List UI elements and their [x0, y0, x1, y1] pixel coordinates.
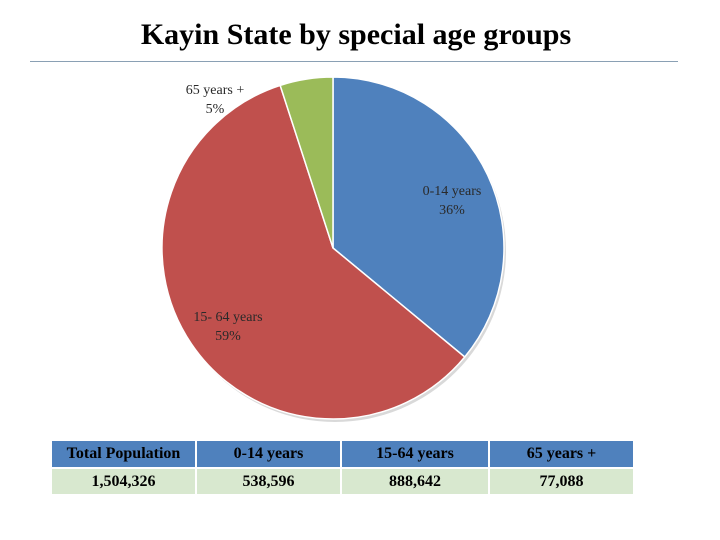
table-row: 1,504,326 538,596 888,642 77,088	[52, 469, 633, 494]
title-divider	[30, 61, 678, 62]
chart-title: Kayin State by special age groups	[140, 18, 572, 51]
population-table: Total Population 0-14 years 15-64 years …	[50, 439, 635, 496]
table-cell-15-64: 888,642	[342, 469, 488, 494]
table-cell-0-14: 538,596	[197, 469, 340, 494]
table-cell-65-plus: 77,088	[490, 469, 633, 494]
pie-slice-15-64	[161, 84, 466, 420]
pie-label-15-64: 15- 64 years 59%	[193, 310, 262, 344]
table-cell-total: 1,504,326	[52, 469, 195, 494]
pie-slice-0-14	[332, 76, 505, 359]
pie-label-65-plus: 65 years +5%	[186, 83, 245, 117]
table-header-total: Total Population	[52, 441, 195, 467]
table-header-row: Total Population 0-14 years 15-64 years …	[52, 441, 633, 467]
table-header-0-14: 0-14 years	[197, 441, 340, 467]
table-header-65-plus: 65 years +	[490, 441, 633, 467]
pie-slice-65-plus	[279, 76, 334, 249]
table-header-15-64: 15-64 years	[342, 441, 488, 467]
pie-chart: 0-14 years 36% 15- 64 years 59% 65 years +5%	[161, 76, 506, 422]
pie-label-0-14: 0-14 years 36%	[423, 184, 482, 218]
